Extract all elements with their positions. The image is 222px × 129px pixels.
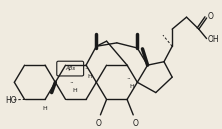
Text: H: H <box>43 106 48 111</box>
Text: OH: OH <box>207 35 219 44</box>
Text: H: H <box>88 74 93 79</box>
Text: O: O <box>207 12 213 21</box>
Text: H: H <box>72 87 77 92</box>
Text: ¨: ¨ <box>85 68 88 77</box>
Text: O: O <box>95 119 101 128</box>
Text: HO: HO <box>5 96 17 105</box>
Text: H: H <box>130 84 135 89</box>
Text: O: O <box>132 119 138 128</box>
Text: ¨: ¨ <box>69 82 73 91</box>
Text: Aβs: Aβs <box>65 66 75 71</box>
Text: ¨: ¨ <box>127 78 131 87</box>
